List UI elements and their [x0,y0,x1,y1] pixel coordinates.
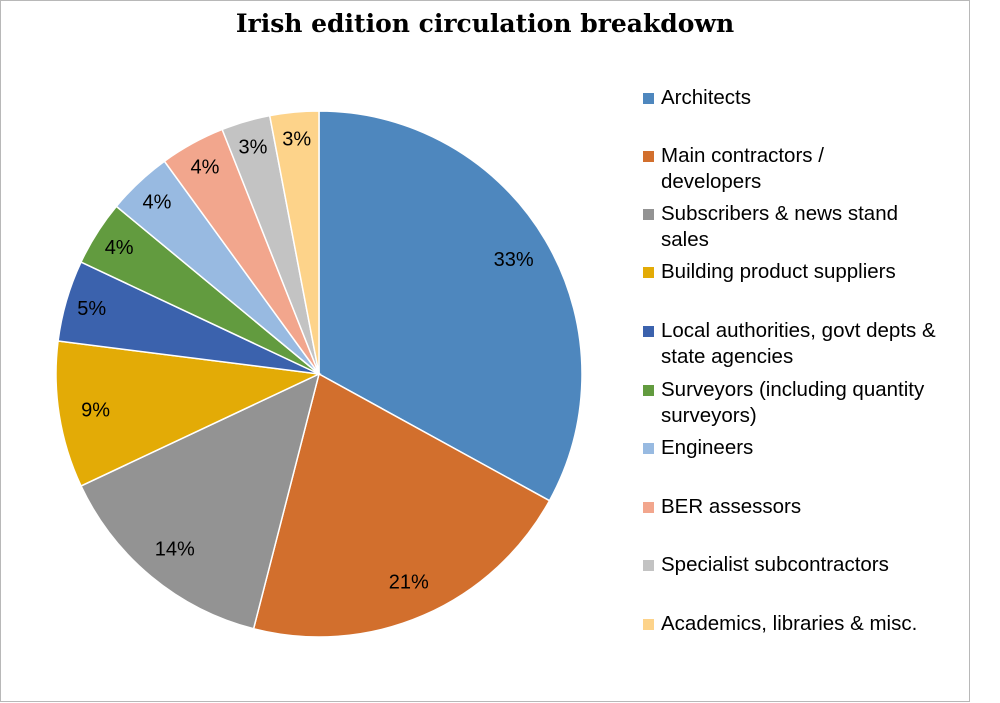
legend-swatch [643,267,654,278]
data-label: 21% [389,572,429,594]
legend-swatch [643,151,654,162]
legend-swatch [643,443,654,454]
pie-slice [252,372,551,638]
pie-slice [318,110,583,502]
data-label: 3% [239,137,268,159]
pie-slice [268,110,320,375]
legend-item: Main contractors / developers [643,143,893,195]
data-label: 5% [77,298,106,320]
data-label: 4% [191,157,220,179]
legend-swatch [643,560,654,571]
legend-label: Architects [661,86,751,109]
data-label: 9% [81,399,110,421]
legend-label: Academics, libraries & misc. [661,612,918,635]
legend-swatch [643,326,654,337]
legend-swatch [643,209,654,220]
legend-item: Specialist subcontractors [643,552,889,578]
legend-item: Academics, libraries & misc. [643,611,917,637]
legend-label: Engineers [661,436,754,459]
pie-slice [55,340,322,487]
data-label: 4% [143,191,172,213]
legend-swatch [643,619,654,630]
legend-item: Building product suppliers [643,259,896,285]
legend-item: Surveyors (including quantity surveyors) [643,377,969,429]
pie-chart: 33% 21% 14% 9% 5% 4% 4% 4% 3% 3% [55,110,583,638]
legend-item: Architects [643,85,751,111]
legend-label: Main contractors / developers [661,144,824,193]
legend-item: BER assessors [643,494,801,520]
data-label: 4% [105,237,134,259]
legend-label: Local authorities, govt depts & state ag… [661,319,936,368]
legend-label: Building product suppliers [661,260,896,283]
legend-label: Surveyors (including quantity surveyors) [661,378,925,427]
legend-swatch [643,385,654,396]
legend-swatch [643,93,654,104]
chart-title: Irish edition circulation breakdown [235,9,735,38]
data-label: 3% [282,128,311,150]
pie-slice [80,372,321,630]
legend-label: Specialist subcontractors [661,553,889,576]
legend-swatch [643,502,654,513]
data-label: 33% [494,249,534,271]
legend-item: Subscribers & news stand sales [643,201,943,253]
legend-label: Subscribers & news stand sales [661,202,899,251]
chart-frame: Irish edition circulation breakdown 33% 2… [0,0,970,702]
legend-item: Local authorities, govt depts & state ag… [643,318,969,370]
legend-item: Engineers [643,435,753,461]
data-label: 14% [155,538,195,560]
legend-label: BER assessors [661,495,802,518]
